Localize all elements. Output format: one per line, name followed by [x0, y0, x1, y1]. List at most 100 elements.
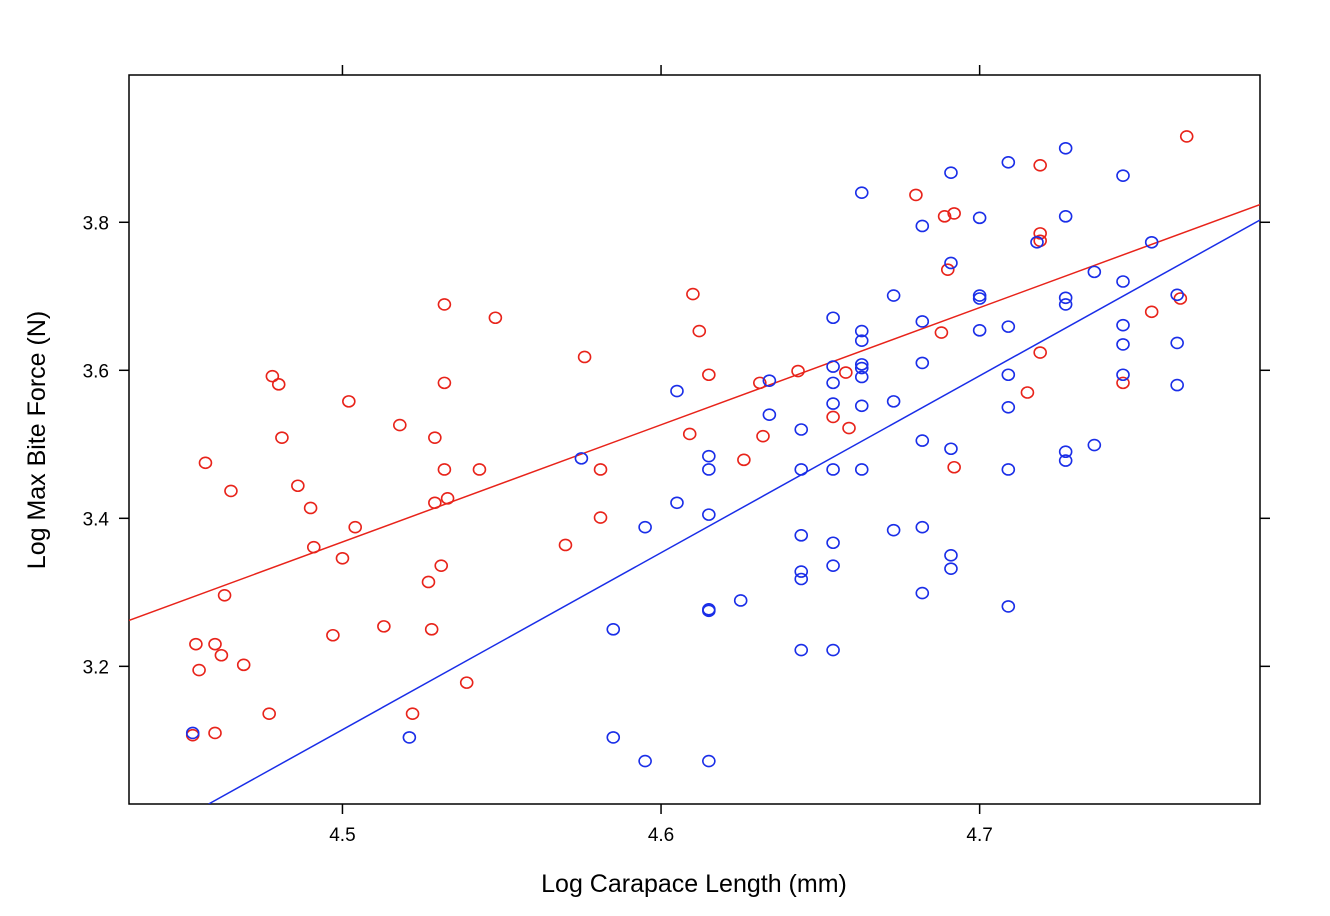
- data-point-series-2: [944, 166, 958, 179]
- data-point-series-2: [972, 211, 987, 225]
- data-point-series-2: [826, 360, 840, 373]
- data-point-series-2: [915, 356, 930, 370]
- data-point-series-2: [854, 334, 869, 347]
- data-point-series-1: [271, 378, 286, 391]
- data-point-series-2: [854, 370, 869, 384]
- data-point-series-2: [854, 358, 869, 371]
- data-point-series-1: [937, 210, 952, 223]
- data-point-series-1: [306, 540, 321, 554]
- data-point-series-2: [702, 604, 716, 618]
- data-point-series-2: [1058, 298, 1073, 311]
- data-point-series-2: [1001, 463, 1016, 476]
- data-point-series-1: [217, 588, 232, 602]
- data-point-series-2: [886, 523, 901, 537]
- data-point-series-1: [208, 726, 222, 740]
- data-point-series-1: [934, 326, 949, 339]
- data-point-series-1: [1033, 158, 1047, 172]
- data-point-series-2: [1087, 265, 1102, 279]
- data-point-series-2: [702, 754, 716, 768]
- data-point-series-2: [794, 463, 809, 476]
- data-point-series-1: [348, 520, 363, 534]
- data-point-series-2: [1058, 210, 1073, 223]
- data-point-series-2: [1001, 156, 1016, 169]
- data-point-series-1: [558, 538, 573, 552]
- data-point-series-1: [1144, 305, 1159, 319]
- x-axis-title: Log Carapace Length (mm): [541, 870, 847, 898]
- data-point-series-1: [947, 207, 961, 220]
- data-point-series-2: [826, 559, 840, 572]
- regression-lines: [129, 203, 1260, 804]
- data-point-series-1: [214, 648, 229, 662]
- data-point-series-2: [915, 586, 930, 600]
- data-point-series-1: [702, 368, 716, 382]
- data-point-series-2: [702, 449, 716, 463]
- data-point-series-2: [670, 496, 684, 510]
- data-point-series-2: [915, 219, 930, 233]
- data-point-series-1: [686, 287, 700, 301]
- data-point-series-1: [826, 410, 840, 424]
- data-point-series-2: [606, 623, 621, 636]
- data-point-series-2: [794, 423, 809, 436]
- data-point-series-1: [791, 364, 805, 378]
- data-point-series-2: [762, 408, 777, 422]
- data-point-series-2: [402, 731, 417, 744]
- data-point-series-2: [794, 529, 809, 542]
- data-point-series-2: [733, 594, 748, 607]
- data-point-series-2: [1058, 454, 1073, 467]
- data-point-series-2: [854, 399, 869, 413]
- x-tick-label: 4.5: [329, 825, 355, 846]
- data-point-series-1: [753, 376, 767, 390]
- data-point-series-2: [1001, 320, 1016, 333]
- data-point-series-2: [185, 726, 200, 740]
- data-point-series-1: [459, 676, 474, 689]
- data-point-series-2: [1144, 235, 1159, 249]
- data-point-series-2: [886, 395, 901, 408]
- y-tick-label: 3.6: [83, 361, 109, 382]
- data-point-series-2: [854, 186, 869, 199]
- data-point-series-2: [826, 643, 840, 657]
- y-tick-label: 3.4: [83, 509, 110, 530]
- data-point-series-1: [262, 707, 276, 721]
- data-point-series-2: [826, 536, 840, 550]
- data-point-series-1: [208, 637, 222, 651]
- data-point-series-1: [488, 311, 503, 325]
- data-point-series-2: [638, 520, 652, 534]
- data-point-series-1: [291, 479, 305, 493]
- data-point-series-2: [762, 374, 777, 387]
- data-point-series-2: [638, 754, 652, 768]
- data-point-series-1: [189, 637, 203, 651]
- data-point-series-1: [909, 188, 923, 202]
- data-point-series-1: [326, 628, 340, 642]
- data-point-series-1: [472, 463, 487, 476]
- data-point-series-2: [1116, 338, 1130, 351]
- data-point-series-2: [972, 324, 987, 337]
- plot-frame: [128, 74, 1261, 805]
- data-point-series-2: [915, 315, 930, 328]
- data-point-series-1: [405, 707, 420, 721]
- data-point-series-2: [944, 549, 958, 562]
- data-point-series-1: [1033, 227, 1047, 240]
- data-point-series-2: [1030, 235, 1044, 249]
- data-point-series-1: [1116, 376, 1130, 390]
- data-point-series-2: [915, 520, 930, 534]
- data-point-series-2: [944, 256, 958, 270]
- data-point-series-2: [944, 442, 958, 456]
- data-point-series-1: [842, 421, 856, 435]
- data-point-series-1: [692, 324, 707, 338]
- data-point-series-2: [574, 452, 589, 465]
- data-point-series-2: [1116, 318, 1130, 332]
- data-point-series-1: [593, 463, 608, 476]
- data-point-series-1: [265, 369, 280, 383]
- data-point-series-1: [335, 551, 350, 565]
- data-point-series-2: [1170, 288, 1184, 302]
- data-point-series-1: [577, 350, 592, 364]
- data-point-series-1: [393, 418, 407, 432]
- data-point-series-2: [886, 289, 901, 302]
- data-point-series-1: [1020, 386, 1035, 399]
- data-point-series-2: [794, 565, 809, 578]
- data-point-series-2: [1001, 401, 1016, 414]
- fit-line-series-2: [208, 219, 1260, 804]
- data-point-series-1: [1033, 346, 1047, 359]
- data-point-series-2: [1058, 291, 1073, 305]
- data-point-series-2: [1058, 141, 1073, 155]
